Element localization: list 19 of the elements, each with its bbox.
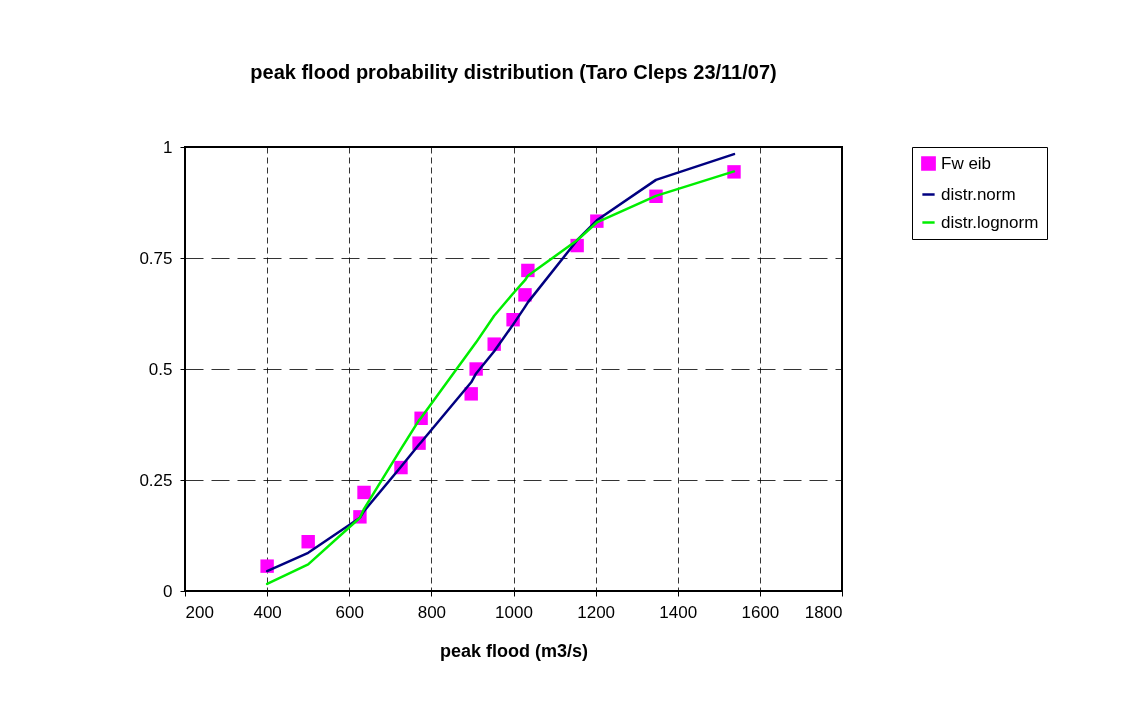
x-tick-label: 1800 [804, 602, 843, 622]
x-tick-label: 1600 [741, 602, 780, 622]
x-tick-label: 400 [253, 602, 282, 622]
x-tick-label: 600 [335, 602, 364, 622]
y-tick-label: 0.5 [148, 359, 173, 379]
legend-label: distr.norm [941, 184, 1016, 204]
chart-title: peak flood probability distribution (Taro Cleps 23/11/07) [250, 61, 777, 83]
y-tick-label: 1 [163, 137, 173, 157]
legend-label: Fw eib [941, 153, 992, 173]
x-tick-label: 200 [185, 602, 214, 622]
y-tick-label: 0.25 [139, 470, 173, 490]
x-tick-label: 1200 [577, 602, 616, 622]
y-tick-label: 0 [163, 581, 173, 601]
x-axis-title: peak flood (m3/s) [439, 640, 589, 661]
x-tick-label: 1000 [495, 602, 533, 622]
legend-label: distr.lognorm [941, 212, 1039, 232]
x-tick-label: 1400 [659, 602, 698, 622]
x-tick-label: 800 [417, 602, 447, 622]
y-tick-label: 0.75 [139, 248, 173, 268]
